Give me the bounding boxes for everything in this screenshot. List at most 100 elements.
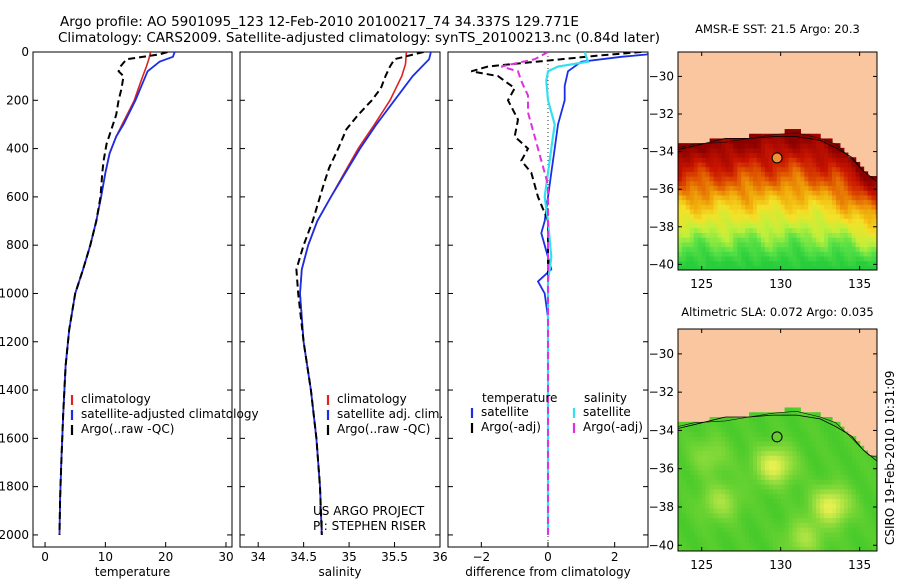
sla_map-cell — [729, 460, 734, 466]
sla_map-cell — [780, 421, 786, 428]
sla_map-cell — [685, 512, 691, 519]
sla_map-cell — [749, 484, 754, 490]
sst_map-cell — [693, 176, 699, 182]
sst_map-cell — [756, 241, 762, 248]
sst_map-cell — [681, 223, 687, 229]
sst_map-cell — [756, 180, 762, 187]
sla_map-cell — [678, 536, 683, 543]
sst_map-cell — [756, 171, 762, 177]
sst_map-cell — [831, 166, 837, 172]
sst_map-cell — [749, 241, 754, 248]
sst_map-cell — [847, 204, 853, 210]
sla_map-cell — [681, 426, 687, 432]
sst_map-cell — [764, 180, 770, 187]
sla_map-cell — [772, 522, 778, 528]
sst_map-cell — [764, 251, 770, 257]
sla_map-cell — [693, 517, 699, 523]
sst_map-cell — [753, 152, 758, 158]
sla_map-cell — [768, 440, 774, 447]
sst_map-cell — [737, 161, 742, 168]
sst_map-cell — [685, 166, 691, 172]
sla_map-cell — [709, 469, 715, 476]
sst_map-cell — [772, 161, 778, 168]
sst_map-cell — [772, 176, 778, 182]
sla_map-cell — [745, 546, 750, 551]
sla_map-cell — [760, 450, 766, 456]
sla_map-cell — [772, 517, 778, 523]
sla_map-cell — [753, 498, 758, 504]
sst_map-cell — [808, 157, 813, 163]
sla_map-cell — [705, 445, 711, 452]
sla_map-cell — [709, 493, 715, 499]
sst_map-cell — [784, 260, 790, 266]
sst_map-cell — [689, 237, 695, 243]
sst_map-cell — [831, 180, 837, 187]
sst_map-cell — [820, 180, 825, 187]
sst_map-cell — [772, 246, 778, 252]
sla_map-cell — [756, 503, 762, 509]
sla_map-cell — [780, 522, 786, 528]
sst_map-cell — [705, 166, 711, 172]
sst_map-cell — [681, 166, 687, 172]
sla_map-cell — [772, 527, 778, 533]
sla_map-cell — [863, 488, 869, 495]
sla_map-cell — [756, 474, 762, 480]
sla_map-cell — [835, 474, 841, 480]
sst_map-cell — [875, 251, 877, 257]
sst_map-cell — [820, 204, 825, 210]
sst_map-cell — [753, 194, 758, 201]
sla_map-cell — [800, 479, 805, 485]
sst_map-cell — [804, 218, 809, 224]
sla_map-cell — [871, 507, 877, 514]
sst_map-cell — [705, 161, 711, 168]
sst_map-cell — [709, 260, 715, 266]
sst_map-cell — [741, 143, 746, 149]
sla_map-coastline — [678, 410, 877, 458]
sla_map-cell — [800, 484, 805, 490]
sla_map-cell — [745, 522, 750, 528]
sla_map-cell — [828, 517, 833, 523]
sla_map-cell — [816, 469, 821, 476]
sla_map-cell — [831, 426, 837, 432]
sla_map-cell — [839, 436, 845, 442]
sst_map-cell — [768, 194, 774, 201]
sla_map-cell — [760, 493, 766, 499]
sst_map-cell — [847, 232, 853, 238]
sla_map-cell — [689, 445, 695, 452]
sla_map-cell — [831, 464, 837, 471]
sst_map-cell — [749, 161, 754, 168]
sla_map-cell — [796, 536, 801, 543]
sla_map-cell — [713, 488, 719, 495]
sla_map-cell — [843, 460, 849, 466]
sst_map-cell — [835, 241, 841, 248]
sst_map-cell — [824, 152, 829, 158]
sla_map-cell — [816, 517, 821, 523]
sst_map-cell — [835, 255, 841, 262]
sla_map-cell — [725, 455, 730, 461]
sst_map-argo-marker — [771, 152, 783, 164]
sst_map-cell — [689, 255, 695, 262]
sla_map-cell — [792, 512, 798, 519]
sst_map-cell — [816, 199, 821, 205]
sla_map-cell — [843, 531, 849, 538]
sla_map-cell — [749, 493, 754, 499]
sla_map-cell — [733, 445, 738, 452]
sst_map-cell — [871, 194, 877, 201]
sla_map-cell — [871, 488, 877, 495]
sla_map-cell — [772, 507, 778, 514]
sst_map-cell — [697, 227, 703, 234]
sla_map-cell — [835, 426, 841, 432]
sla_map-cell — [725, 436, 730, 442]
salinity-note-pi: PI: STEPHEN RISER — [313, 519, 426, 533]
sst_map-cell — [741, 166, 746, 172]
sst_map-cell — [745, 166, 750, 172]
sla_map-cell — [812, 512, 817, 519]
sla_map-cell — [764, 474, 770, 480]
sst_map-cell — [804, 157, 809, 163]
sla_map-cell — [713, 464, 719, 471]
sst_map-cell — [831, 265, 837, 270]
sst_map-cell — [713, 260, 719, 266]
sla_map-cell — [792, 455, 798, 461]
sla_map-cell — [709, 450, 715, 456]
sst_map-cell — [780, 251, 786, 257]
